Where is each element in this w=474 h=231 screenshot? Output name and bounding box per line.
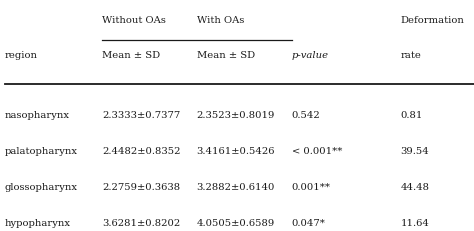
Text: 0.542: 0.542	[292, 111, 320, 120]
Text: 3.6281±0.8202: 3.6281±0.8202	[102, 218, 180, 227]
Text: palatopharynx: palatopharynx	[5, 147, 78, 156]
Text: 39.54: 39.54	[401, 147, 429, 156]
Text: 44.48: 44.48	[401, 182, 429, 191]
Text: Without OAs: Without OAs	[102, 16, 166, 25]
Text: 3.4161±0.5426: 3.4161±0.5426	[197, 147, 275, 156]
Text: 11.64: 11.64	[401, 218, 429, 227]
Text: region: region	[5, 51, 38, 60]
Text: 0.047*: 0.047*	[292, 218, 325, 227]
Text: 2.3523±0.8019: 2.3523±0.8019	[197, 111, 275, 120]
Text: 2.2759±0.3638: 2.2759±0.3638	[102, 182, 180, 191]
Text: Deformation: Deformation	[401, 16, 465, 25]
Text: rate: rate	[401, 51, 421, 60]
Text: Mean ± SD: Mean ± SD	[102, 51, 160, 60]
Text: 2.4482±0.8352: 2.4482±0.8352	[102, 147, 181, 156]
Text: < 0.001**: < 0.001**	[292, 147, 342, 156]
Text: p-value: p-value	[292, 51, 328, 60]
Text: 3.2882±0.6140: 3.2882±0.6140	[197, 182, 275, 191]
Text: Mean ± SD: Mean ± SD	[197, 51, 255, 60]
Text: 0.81: 0.81	[401, 111, 423, 120]
Text: hypopharynx: hypopharynx	[5, 218, 71, 227]
Text: 2.3333±0.7377: 2.3333±0.7377	[102, 111, 180, 120]
Text: With OAs: With OAs	[197, 16, 244, 25]
Text: nasopharynx: nasopharynx	[5, 111, 70, 120]
Text: 4.0505±0.6589: 4.0505±0.6589	[197, 218, 275, 227]
Text: glossopharynx: glossopharynx	[5, 182, 78, 191]
Text: 0.001**: 0.001**	[292, 182, 330, 191]
